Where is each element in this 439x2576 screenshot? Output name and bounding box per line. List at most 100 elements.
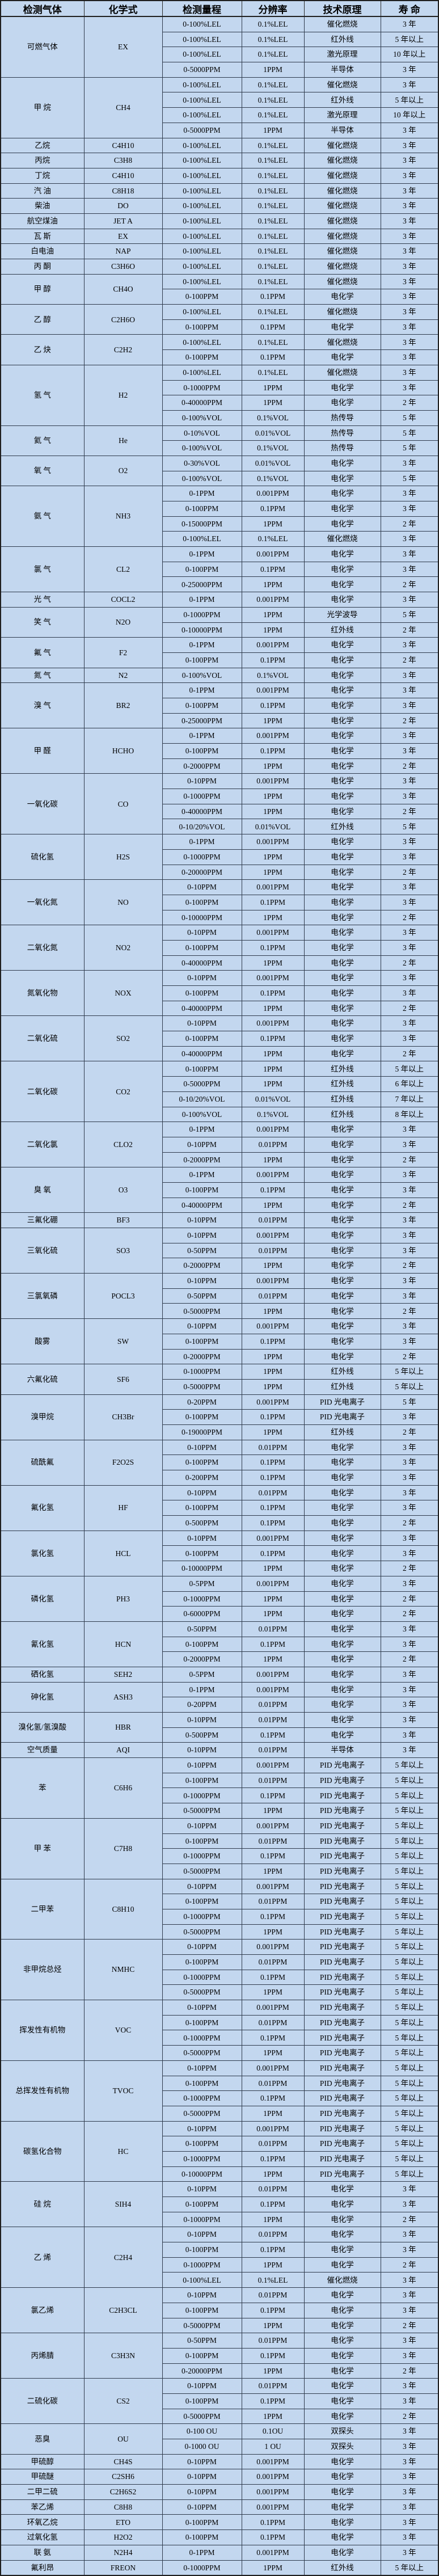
table-row: 溴化氢/氢溴酸 HBR 0-10PPM 0.01PPM 电化学 3 年	[0, 1711, 439, 1743]
range-cell: 0-5PPM	[162, 1575, 242, 1592]
range-cell: 0-30%VOL	[162, 455, 242, 471]
table-row: 甲硫醚 C2SH6 0-10PPM 0.001PPM 电化学 3 年	[0, 2469, 439, 2485]
lifespan-cell: 3 年	[380, 743, 439, 759]
formula-cell: PH3	[83, 1575, 163, 1622]
resolution-cell: 0.001PPM	[241, 2499, 305, 2515]
gas-name-cell: 汽 油	[0, 183, 85, 199]
principle-cell: 电化学	[303, 1666, 381, 1683]
range-cell: 0-100PPM	[162, 2302, 242, 2318]
table-row: 溴甲烷 CH3Br 0-20PPM 0.001PPM PID 光电离子 5 年	[0, 1394, 439, 1440]
lifespan-cell: 3 年	[380, 1712, 439, 1728]
formula-cell: SF6	[83, 1364, 163, 1395]
resolution-cell: 1PPM	[241, 1364, 305, 1380]
gas-name-cell: 环氧乙烷	[0, 2514, 85, 2531]
resolution-cell: 0.1PPM	[241, 697, 305, 714]
range-cell: 0-10PPM	[162, 1015, 242, 1032]
resolution-cell: 1 OU	[241, 2439, 305, 2455]
lifespan-cell: 2 年	[380, 2317, 439, 2334]
principle-cell: 电化学	[303, 2484, 381, 2500]
principle-cell: PID 光电离子	[303, 1848, 381, 1864]
lifespan-cell: 3 年	[380, 455, 439, 471]
principle-cell: 电化学	[303, 970, 381, 986]
principle-cell: 电化学	[303, 2453, 381, 2470]
principle-cell: 电化学	[303, 1697, 381, 1713]
lifespan-cell: 2 年	[380, 1606, 439, 1622]
lifespan-cell: 3 年	[380, 894, 439, 910]
resolution-cell: 1PPM	[241, 1803, 305, 1819]
principle-cell: 电化学	[303, 758, 381, 774]
principle-cell: 红外线	[303, 1364, 381, 1380]
range-cell: 0-5000PPM	[162, 1863, 242, 1879]
range-cell: 0-10PPM	[162, 2000, 242, 2016]
lifespan-cell: 10 年以上	[380, 47, 439, 63]
table-row: 0-100PPM 0.1PPM 电化学 3 年	[1, 1545, 439, 1562]
range-cell: 0-1PPM	[162, 486, 242, 501]
principle-cell: 红外线	[303, 622, 381, 638]
range-cell: 0-100PPM	[162, 319, 242, 335]
resolution-cell: 0.1PPM	[241, 289, 305, 305]
table-row: 苯 C6H6 0-10PPM 0.001PPM PID 光电离子 5 年以上	[0, 1757, 439, 1819]
lifespan-cell: 3 年	[380, 1530, 439, 1546]
principle-cell: 电化学	[303, 1182, 381, 1198]
resolution-cell: 0.001PPM	[241, 1015, 305, 1032]
lifespan-cell: 2 年	[380, 576, 439, 593]
range-cell: 0-100%LEL	[162, 107, 242, 123]
range-cell: 0-10/20%VOL	[162, 819, 242, 835]
lifespan-cell: 3 年	[380, 2514, 439, 2531]
table-row: 0-100PPM 0.1PPM 电化学 3 年	[1, 697, 439, 714]
lifespan-cell: 3 年	[380, 1575, 439, 1592]
range-cell: 0-19000PPM	[162, 1424, 242, 1440]
resolution-cell: 1PPM	[241, 1197, 305, 1213]
lifespan-cell: 5 年以上	[380, 1757, 439, 1773]
principle-cell: 电化学	[303, 849, 381, 865]
principle-cell: 电化学	[303, 1212, 381, 1228]
formula-cell: NOX	[83, 970, 163, 1017]
principle-cell: 电化学	[303, 2408, 381, 2425]
resolution-cell: 0.1PPM	[241, 1727, 305, 1743]
resolution-cell: 0.1%LEL	[241, 183, 305, 199]
resolution-cell: 0.1PPM	[241, 561, 305, 577]
resolution-cell: 0.1%LEL	[241, 273, 305, 290]
table-row: 0-40000PPM 1PPM 电化学 2 年	[1, 395, 439, 411]
resolution-cell: 1PPM	[241, 62, 305, 78]
principle-cell: 催化燃烧	[303, 137, 381, 154]
lifespan-cell: 5 年以上	[380, 1894, 439, 1909]
lifespan-cell: 3 年	[380, 259, 439, 275]
principle-cell: PID 光电离子	[303, 1939, 381, 1955]
table-row: 0-5000PPM 1PPM 半导体 3 年	[1, 62, 439, 78]
resolution-cell: 0.1PPM	[241, 501, 305, 517]
lifespan-cell: 5 年以上	[380, 1848, 439, 1864]
table-row: 0-500PPM 0.1PPM 电化学 3 年	[1, 1727, 439, 1743]
principle-cell: 电化学	[303, 1167, 381, 1183]
table-row: 0-100%LEL 0.1%LEL 激光原理 10 年以上	[1, 47, 439, 63]
principle-cell: 催化燃烧	[303, 198, 381, 214]
range-cell: 0-100%VOL	[162, 1106, 242, 1123]
principle-cell: 电化学	[303, 637, 381, 653]
gas-name-cell: 一氧化碳	[0, 773, 85, 835]
range-cell: 0-100%LEL	[162, 153, 242, 168]
principle-cell: 电化学	[303, 1454, 381, 1470]
table-row: 二氧化碳 CO2 0-100PPM 1PPM 红外线 5 年以上	[0, 1061, 439, 1123]
range-cell: 0-10000PPM	[162, 1561, 242, 1576]
table-row: 三氯氧磷 POCL3 0-10PPM 0.001PPM 电化学 3 年	[0, 1273, 439, 1319]
range-cell: 0-40000PPM	[162, 1045, 242, 1062]
principle-cell: 电化学	[303, 1197, 381, 1213]
range-cell: 0-1000PPM	[162, 1364, 242, 1380]
range-cell: 0-1000PPM	[162, 1591, 242, 1607]
resolution-cell: 1PPM	[241, 1606, 305, 1622]
range-cell: 0-100PPM	[162, 1954, 242, 1970]
lifespan-cell: 3 年	[380, 1470, 439, 1486]
principle-cell: 电化学	[303, 561, 381, 577]
formula-cell: F2O2S	[83, 1439, 163, 1486]
formula-cell: He	[83, 425, 163, 456]
resolution-cell: 1PPM	[241, 122, 305, 138]
resolution-cell: 1PPM	[241, 1076, 305, 1092]
lifespan-cell: 3 年	[380, 1333, 439, 1350]
resolution-cell: 1PPM	[241, 380, 305, 396]
lifespan-cell: 3 年	[380, 1454, 439, 1470]
resolution-cell: 0.1PPM	[241, 1409, 305, 1425]
principle-cell: 电化学	[303, 1636, 381, 1652]
lifespan-cell: 3 年	[380, 592, 439, 608]
principle-cell: 催化燃烧	[303, 77, 381, 93]
resolution-cell: 0.1PPM	[241, 1454, 305, 1470]
